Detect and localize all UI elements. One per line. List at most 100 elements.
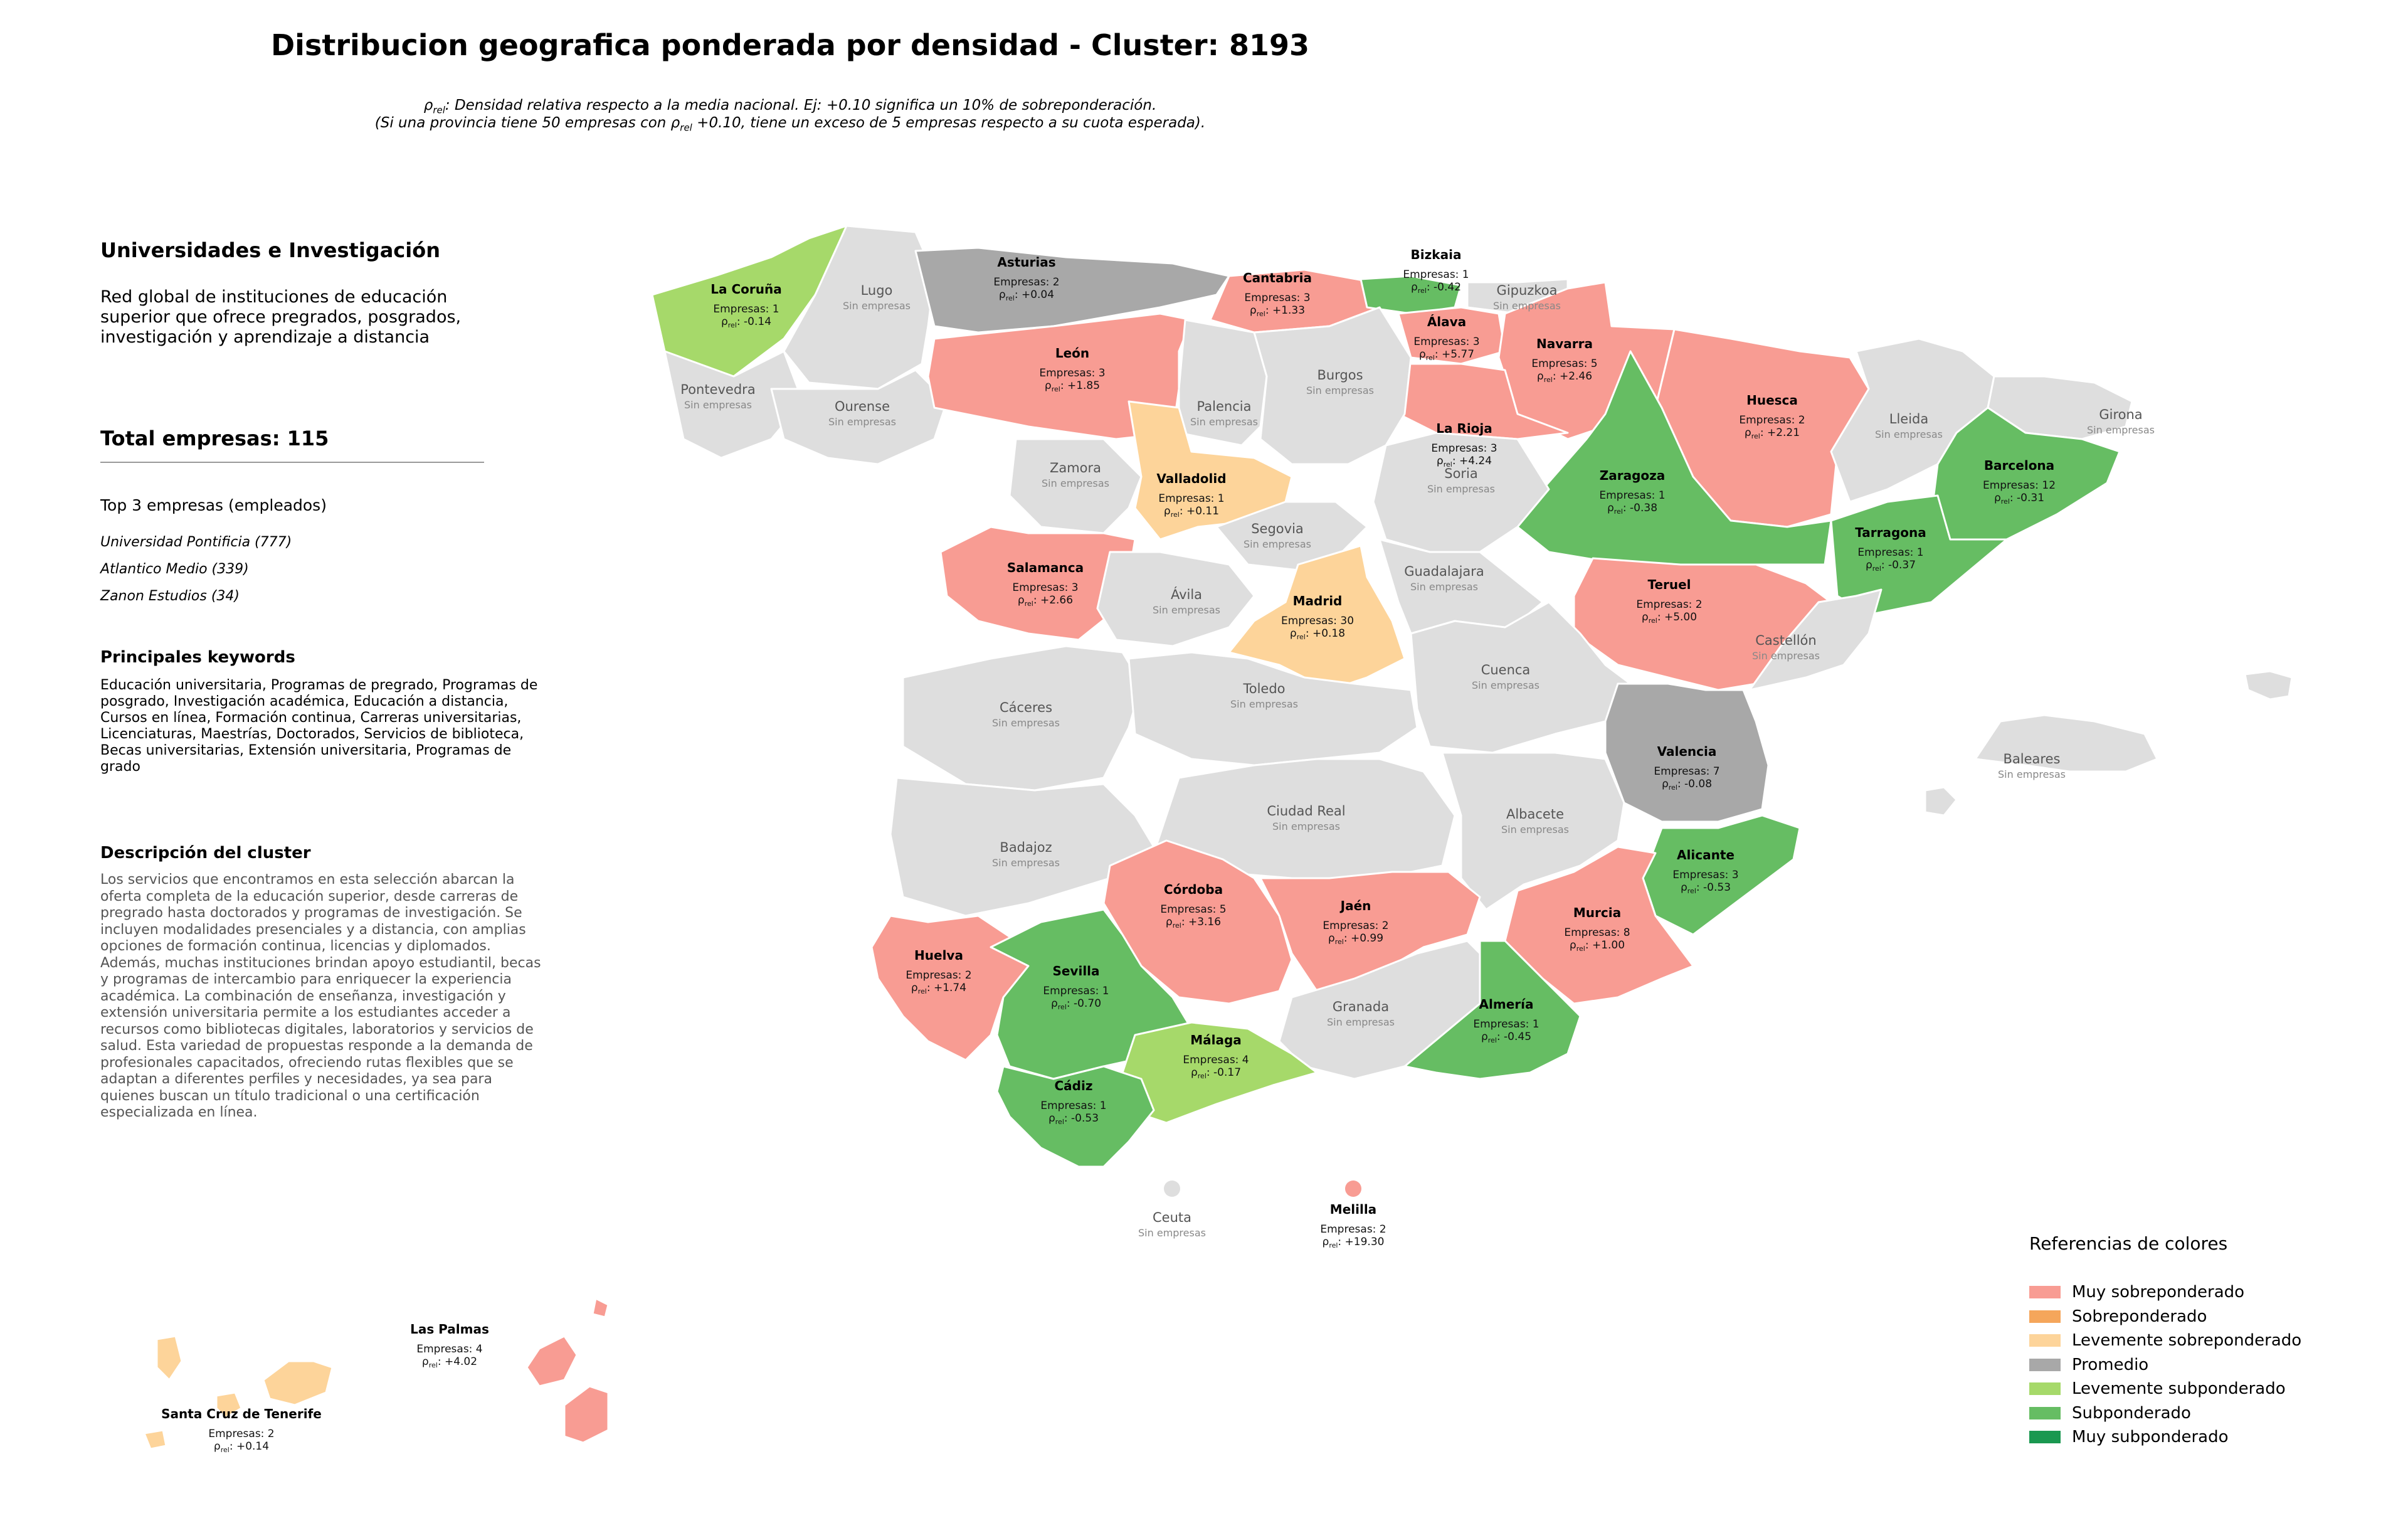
province-lugo[interactable] [783, 225, 936, 390]
province-las-palmas-island[interactable] [525, 1335, 578, 1387]
label-santa-cruz-de-tenerife-rho: ρrel: +0.14 [214, 1440, 269, 1454]
province-ceuta-marker[interactable] [1164, 1180, 1180, 1197]
legend-item-muy-sobreponderado: Muy sobreponderado [2029, 1280, 2355, 1305]
label-melilla-rho: ρrel: +19.30 [1323, 1236, 1385, 1249]
legend-swatch [2029, 1310, 2061, 1323]
legend-item-muy-subponderado: Muy subponderado [2029, 1425, 2355, 1450]
label-asturias-rho: ρrel: +0.04 [999, 289, 1054, 302]
label-gipuzkoa: Gipuzkoa [1497, 283, 1558, 298]
province-valencia[interactable] [1604, 682, 1770, 823]
province-las-palmas[interactable] [563, 1385, 610, 1444]
province-asturias[interactable] [914, 247, 1230, 334]
province-segovia[interactable] [1215, 501, 1368, 572]
legend-label: Promedio [2072, 1355, 2149, 1374]
label-segovia-empty: Sin empresas [1244, 538, 1311, 550]
province-santa-cruz-de-tenerife-island[interactable] [156, 1335, 183, 1381]
label-cantabria: Cantabria [1243, 270, 1312, 285]
label-zaragoza: Zaragoza [1600, 468, 1666, 483]
label-alicante-rho: ρrel: -0.53 [1681, 881, 1731, 895]
province-melilla-marker[interactable] [1345, 1180, 1361, 1197]
legend-swatch [2029, 1382, 2061, 1396]
province-castellon[interactable] [1748, 588, 1883, 691]
label-teruel: Teruel [1647, 577, 1691, 592]
province-soria[interactable] [1372, 432, 1550, 553]
legend-item-subponderado: Subponderado [2029, 1401, 2355, 1426]
label-lugo: Lugo [861, 283, 893, 298]
label-huesca: Huesca [1746, 393, 1798, 408]
province-toledo[interactable] [1127, 651, 1418, 767]
province-santa-cruz-de-tenerife[interactable] [262, 1360, 334, 1406]
label-melilla: Melilla [1330, 1202, 1376, 1217]
label-albacete: Albacete [1506, 807, 1564, 822]
label-burgos-empty: Sin empresas [1306, 385, 1374, 396]
label-castellon-empty: Sin empresas [1752, 650, 1820, 662]
label-burgos: Burgos [1317, 368, 1363, 383]
province-albacete[interactable] [1441, 751, 1625, 911]
legend-item-promedio: Promedio [2029, 1353, 2355, 1377]
label-albacete-empty: Sin empresas [1501, 824, 1569, 836]
divider [100, 462, 484, 463]
province-baleares[interactable] [1974, 714, 2158, 773]
province-las-palmas-island[interactable] [591, 1297, 610, 1318]
label-avila-empty: Sin empresas [1153, 604, 1220, 616]
province-avila[interactable] [1096, 551, 1255, 647]
label-cuenca-empty: Sin empresas [1472, 679, 1539, 691]
label-valencia: Valencia [1657, 744, 1717, 759]
label-zaragoza-rho: ρrel: -0.38 [1607, 502, 1657, 516]
province-almeria[interactable] [1403, 940, 1582, 1080]
label-salamanca-rho: ρrel: +2.66 [1018, 594, 1073, 608]
label-gipuzkoa-empty: Sin empresas [1493, 300, 1561, 312]
province-caceres[interactable] [902, 645, 1143, 792]
cluster-summary: Red global de instituciones de educación… [100, 287, 462, 347]
province-santa-cruz-de-tenerife-island[interactable] [143, 1429, 167, 1450]
label-zamora-empty: Sin empresas [1042, 477, 1109, 489]
label-caceres: Cáceres [1000, 700, 1052, 715]
province-ourense[interactable] [770, 369, 948, 465]
label-alava: Álava [1427, 314, 1466, 329]
label-leon-rho: ρrel: +1.85 [1045, 379, 1100, 393]
label-murcia-rho: ρrel: +1.00 [1570, 939, 1625, 953]
label-huelva-rho: ρrel: +1.74 [911, 982, 966, 995]
label-jaen: Jaén [1339, 898, 1371, 913]
label-guadalajara-empty: Sin empresas [1410, 581, 1478, 593]
label-avila: Ávila [1171, 586, 1202, 602]
province-huelva[interactable] [870, 915, 1030, 1061]
description-header: Descripción del cluster [100, 844, 311, 862]
label-cantabria-rho: ρrel: +1.33 [1250, 304, 1305, 318]
label-navarra-count: Empresas: 5 [1531, 358, 1597, 370]
label-sevilla-count: Empresas: 1 [1043, 985, 1109, 997]
province-barcelona[interactable] [1930, 406, 2121, 541]
total-companies: Total empresas: 115 [100, 427, 329, 450]
province-baleares-island[interactable] [1924, 786, 1958, 817]
label-bizkaia-count: Empresas: 1 [1403, 268, 1469, 281]
label-barcelona-rho: ρrel: -0.31 [1994, 492, 2044, 506]
province-jaen[interactable] [1259, 871, 1481, 992]
legend-label: Muy subponderado [2072, 1428, 2229, 1447]
province-baleares-island[interactable] [2244, 670, 2293, 701]
color-legend: Referencias de colores Muy sobreponderad… [2029, 1233, 2355, 1450]
label-madrid: Madrid [1293, 593, 1343, 608]
label-la-rioja-rho: ρrel: +4.24 [1437, 455, 1492, 469]
legend-label: Levemente sobreponderado [2072, 1331, 2302, 1350]
legend-item-sobreponderado: Sobreponderado [2029, 1305, 2355, 1329]
label-navarra: Navarra [1536, 336, 1593, 351]
label-girona: Girona [2099, 407, 2142, 422]
legend-swatch [2029, 1358, 2061, 1371]
province-santa-cruz-de-tenerife-island[interactable] [215, 1391, 243, 1419]
label-santa-cruz-de-tenerife: Santa Cruz de Tenerife [161, 1406, 322, 1421]
province-la-rioja[interactable] [1397, 363, 1569, 440]
label-barcelona: Barcelona [1984, 458, 2054, 473]
label-las-palmas: Las Palmas [410, 1322, 489, 1337]
label-segovia: Segovia [1251, 521, 1304, 536]
province-zamora[interactable] [1008, 438, 1143, 534]
label-badajoz-empty: Sin empresas [992, 857, 1060, 869]
label-valencia-rho: ρrel: -0.08 [1662, 778, 1712, 792]
label-asturias: Asturias [997, 255, 1055, 270]
subtitle-line-1: ρrel: Densidad relativa respecto a la me… [423, 97, 1157, 116]
label-la-coruna: La Coruña [710, 282, 781, 297]
label-palencia-empty: Sin empresas [1190, 416, 1258, 428]
province-cadiz[interactable] [996, 1065, 1155, 1168]
label-alicante-count: Empresas: 3 [1672, 869, 1738, 881]
label-la-coruna-count: Empresas: 1 [713, 303, 779, 316]
label-cadiz: Cádiz [1055, 1078, 1093, 1093]
